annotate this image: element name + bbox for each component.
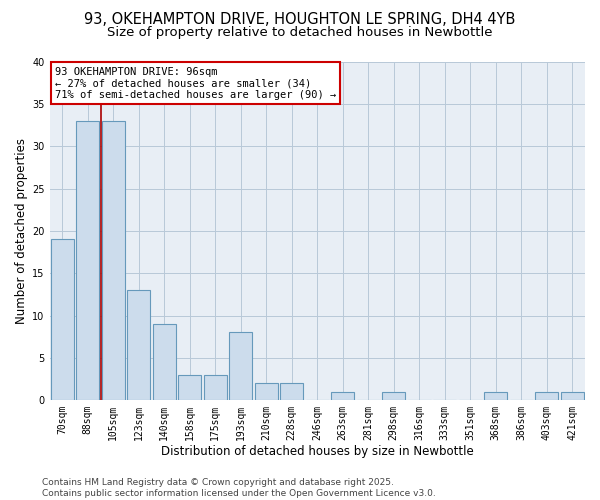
Text: 93, OKEHAMPTON DRIVE, HOUGHTON LE SPRING, DH4 4YB: 93, OKEHAMPTON DRIVE, HOUGHTON LE SPRING… [85,12,515,28]
Text: 93 OKEHAMPTON DRIVE: 96sqm
← 27% of detached houses are smaller (34)
71% of semi: 93 OKEHAMPTON DRIVE: 96sqm ← 27% of deta… [55,66,336,100]
Bar [484,392,507,400]
Bar [229,332,252,400]
Bar [51,240,74,400]
Bar [102,121,125,400]
Bar [331,392,354,400]
Bar [535,392,558,400]
Bar [153,324,176,400]
Bar [76,121,99,400]
Bar [561,392,584,400]
Bar [127,290,150,400]
X-axis label: Distribution of detached houses by size in Newbottle: Distribution of detached houses by size … [161,444,473,458]
Y-axis label: Number of detached properties: Number of detached properties [15,138,28,324]
Text: Size of property relative to detached houses in Newbottle: Size of property relative to detached ho… [107,26,493,39]
Bar [178,375,201,400]
Bar [204,375,227,400]
Bar [255,384,278,400]
Text: Contains HM Land Registry data © Crown copyright and database right 2025.
Contai: Contains HM Land Registry data © Crown c… [42,478,436,498]
Bar [382,392,405,400]
Bar [280,384,303,400]
